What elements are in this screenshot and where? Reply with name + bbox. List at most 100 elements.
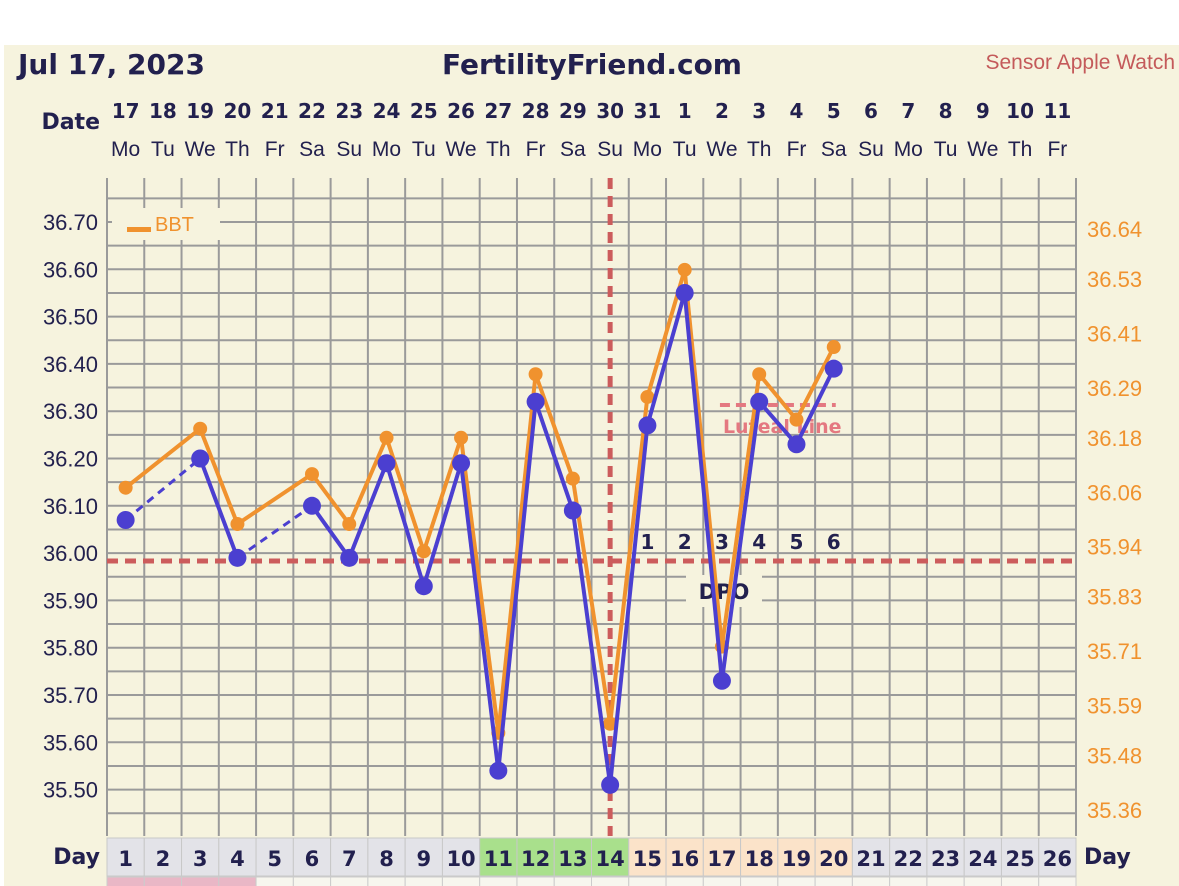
temperature-segment — [236, 504, 313, 560]
weekday-label: Mo — [372, 138, 401, 161]
cycle-day-number: 7 — [342, 847, 357, 871]
dpo-number: 3 — [715, 530, 729, 554]
temperature-segment — [124, 457, 202, 522]
temperature-point — [750, 392, 769, 411]
date-number: 10 — [1006, 99, 1034, 123]
date-number: 19 — [186, 99, 214, 123]
temperature-segment — [533, 401, 575, 512]
bbt-segment — [384, 437, 426, 552]
weekday-label: Tu — [412, 138, 436, 161]
bbt-point — [118, 480, 133, 495]
cycle-day-cell — [665, 837, 704, 877]
date-number: 21 — [261, 99, 289, 123]
temperature-segment — [421, 462, 463, 587]
temperature-segment — [310, 504, 351, 559]
weekday-label: Fr — [787, 138, 807, 161]
cycle-day-cell — [367, 837, 406, 877]
date-number: 22 — [298, 99, 326, 123]
next-row-cell — [441, 876, 481, 886]
legend-bbt-label: BBT — [155, 214, 194, 236]
bbt-point — [640, 389, 655, 404]
bbt-point — [193, 421, 208, 436]
date-number: 23 — [335, 99, 363, 123]
next-row-cell — [292, 876, 332, 886]
left-axis-tick: 36.50 — [43, 305, 98, 330]
next-row-cell — [255, 876, 294, 886]
cycle-day-cell — [479, 837, 518, 877]
cycle-day-number: 13 — [558, 847, 587, 871]
dpo-label: DPO — [699, 580, 750, 604]
left-axis-tick: 35.60 — [43, 730, 98, 755]
temperature-point — [601, 775, 620, 794]
date-number: 4 — [790, 99, 804, 123]
weekday-label: Tu — [151, 138, 175, 161]
bbt-point — [752, 367, 767, 382]
next-row-cell — [516, 876, 555, 886]
bbt-point — [603, 716, 618, 731]
date-number: 8 — [939, 99, 953, 123]
temperature-point — [563, 501, 582, 520]
weekday-label: Th — [747, 138, 772, 161]
weekday-label: Sa — [560, 138, 586, 161]
weekday-label: Sa — [299, 138, 325, 161]
bbt-segment — [124, 427, 202, 490]
left-axis-tick: 36.70 — [43, 210, 98, 235]
cycle-day-number: 2 — [156, 847, 171, 871]
date-number: 11 — [1043, 99, 1071, 123]
right-axis-tick: 35.94 — [1087, 535, 1142, 560]
date-number: 30 — [596, 99, 624, 123]
cycle-day-number: 3 — [193, 847, 208, 871]
next-row-cell — [591, 876, 630, 886]
next-row-cell — [106, 876, 145, 886]
cycle-day-number: 6 — [305, 847, 320, 871]
cycle-day-number: 10 — [446, 847, 475, 871]
cycle-day-cell — [255, 837, 294, 877]
temperature-segment — [570, 510, 613, 786]
temperature-segment — [719, 401, 762, 682]
date-row-label: Date — [41, 110, 100, 135]
cycle-day-number: 16 — [670, 847, 699, 871]
cycle-day-number: 19 — [782, 847, 811, 871]
date-number: 29 — [559, 99, 587, 123]
bbt-segment — [719, 373, 762, 647]
temperature-segment — [384, 462, 426, 587]
cycle-day-cell — [740, 837, 779, 877]
left-axis-tick: 36.10 — [43, 494, 98, 519]
next-row-cell — [367, 876, 406, 886]
date-number: 28 — [522, 99, 550, 123]
left-axis-tick: 36.60 — [43, 257, 98, 282]
sensor-label: Sensor Apple Watch — [986, 51, 1176, 74]
next-row-cell — [553, 876, 593, 886]
day-row-label-left: Day — [53, 845, 100, 870]
temperature-point — [787, 435, 806, 454]
date-number: 6 — [864, 99, 878, 123]
bbt-segment — [347, 437, 389, 525]
right-axis-tick: 36.18 — [1087, 426, 1142, 451]
temperature-point — [526, 392, 545, 411]
next-row-cell — [665, 876, 704, 886]
date-number: 26 — [447, 99, 475, 123]
right-axis-tick: 35.36 — [1087, 798, 1142, 823]
cycle-day-cell — [702, 837, 742, 877]
cycle-day-cell — [553, 837, 593, 877]
next-row-cell — [181, 876, 220, 886]
temperature-segment — [496, 401, 538, 771]
cycle-day-cell — [777, 837, 816, 877]
temperature-point — [302, 496, 321, 515]
next-row-cell — [1038, 876, 1077, 886]
bbt-point — [454, 430, 469, 445]
weekday-label: Tu — [934, 138, 958, 161]
right-axis-tick: 36.64 — [1087, 217, 1142, 242]
date-number: 18 — [149, 99, 177, 123]
temperature-point — [824, 359, 843, 378]
legend-box — [112, 208, 220, 240]
date-number: 17 — [112, 99, 140, 123]
next-row-cell — [814, 876, 853, 886]
bbt-point — [826, 340, 841, 355]
bbt-point — [342, 517, 357, 532]
cycle-day-number: 25 — [1005, 847, 1034, 871]
temperature-point — [712, 671, 731, 690]
weekday-label: Mo — [894, 138, 923, 161]
right-axis-tick: 36.53 — [1087, 267, 1142, 292]
